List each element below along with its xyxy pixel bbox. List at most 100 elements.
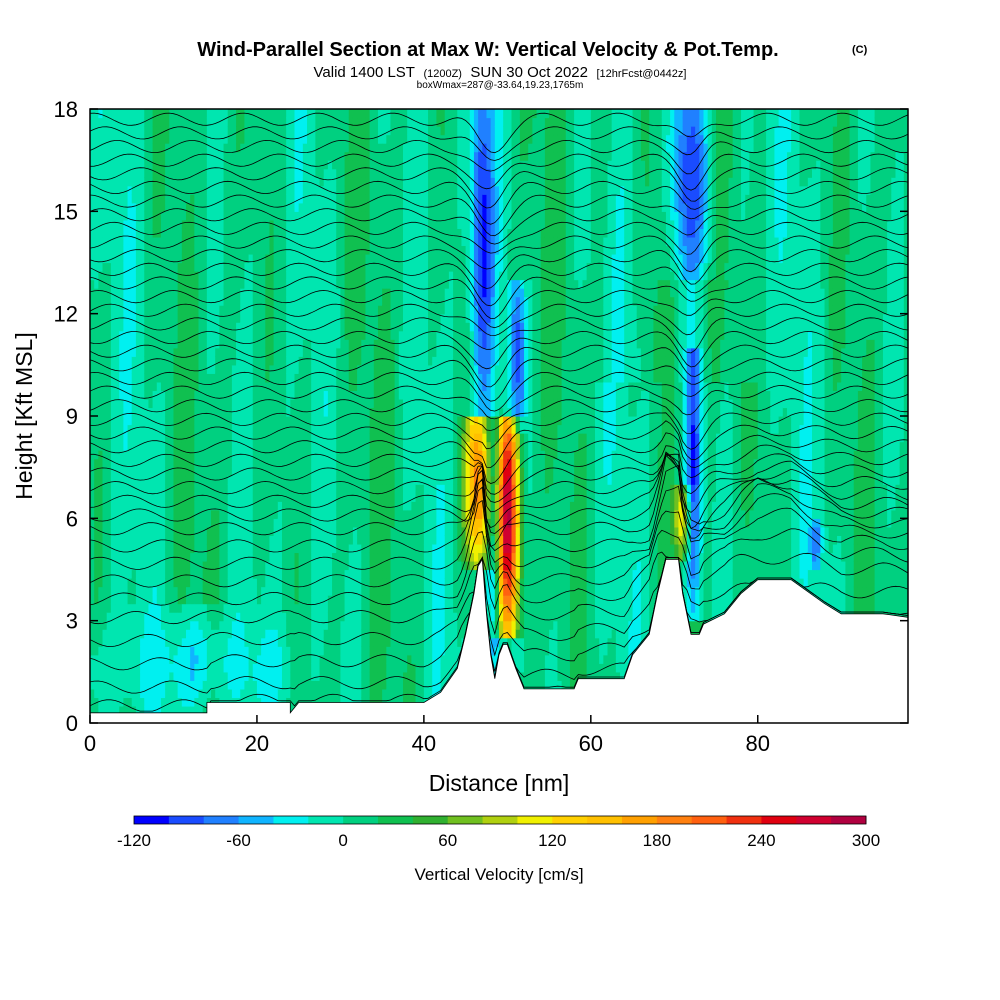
field-cell xyxy=(319,603,325,613)
field-cell xyxy=(244,202,250,212)
field-cell xyxy=(281,143,287,153)
field-cell xyxy=(98,364,104,374)
field-cell xyxy=(102,705,108,716)
field-cell xyxy=(361,271,367,281)
field-cell xyxy=(190,441,195,451)
field-cell xyxy=(177,543,183,554)
field-cell xyxy=(148,458,154,468)
field-cell xyxy=(336,126,341,136)
field-cell xyxy=(110,629,116,639)
field-cell xyxy=(169,475,175,485)
field-cell xyxy=(265,620,271,630)
field-cell xyxy=(227,185,233,195)
field-cell xyxy=(340,177,346,187)
field-cell xyxy=(156,347,162,357)
field-cell xyxy=(307,578,312,588)
field-cell xyxy=(352,245,358,255)
field-cell xyxy=(307,194,312,204)
field-cell xyxy=(219,697,225,707)
field-cell xyxy=(294,552,300,562)
field-cell xyxy=(169,526,175,536)
field-cell xyxy=(181,458,187,468)
field-cell xyxy=(148,271,154,281)
field-cell xyxy=(315,424,321,434)
field-cell xyxy=(173,398,179,409)
field-cell xyxy=(231,595,237,605)
field-cell xyxy=(94,330,99,340)
field-cell xyxy=(315,330,321,340)
field-cell xyxy=(144,620,150,630)
field-cell xyxy=(231,339,237,349)
field-cell xyxy=(352,117,358,127)
field-cell xyxy=(106,484,112,494)
field-cell xyxy=(144,646,150,656)
field-cell xyxy=(348,390,354,400)
field-cell xyxy=(281,185,287,195)
field-cell xyxy=(135,185,141,195)
field-cell xyxy=(94,185,99,195)
field-cell xyxy=(106,168,112,178)
field-cell xyxy=(144,467,150,477)
field-cell xyxy=(194,288,200,298)
field-cell xyxy=(311,168,316,178)
field-cell xyxy=(90,484,95,494)
field-cell xyxy=(281,202,287,212)
field-cell xyxy=(244,253,250,264)
field-cell xyxy=(206,407,212,417)
field-cell xyxy=(302,330,308,340)
field-cell xyxy=(361,526,367,536)
field-cell xyxy=(248,688,254,699)
field-cell xyxy=(273,595,279,605)
field-cell xyxy=(173,262,179,272)
field-cell xyxy=(110,535,116,545)
field-cell xyxy=(194,705,200,716)
field-cell xyxy=(98,424,104,434)
field-cell xyxy=(165,560,170,571)
field-cell xyxy=(294,560,300,571)
field-cell xyxy=(256,424,262,434)
field-cell xyxy=(169,603,175,613)
field-cell xyxy=(332,390,337,400)
field-cell xyxy=(223,535,229,545)
field-cell xyxy=(344,253,350,264)
field-cell xyxy=(307,450,312,460)
field-cell xyxy=(361,177,367,187)
field-cell xyxy=(177,168,183,178)
field-cell xyxy=(261,603,266,613)
field-cell xyxy=(332,364,337,374)
field-cell xyxy=(352,236,358,247)
field-cell xyxy=(152,433,158,443)
field-cell xyxy=(148,612,154,622)
field-cell xyxy=(252,109,258,119)
field-cell xyxy=(265,475,271,485)
field-cell xyxy=(148,211,154,221)
field-cell xyxy=(236,322,241,332)
field-cell xyxy=(332,654,337,664)
field-cell xyxy=(202,578,208,588)
field-cell xyxy=(144,586,150,596)
field-cell xyxy=(327,552,333,562)
field-cell xyxy=(190,398,195,409)
field-cell xyxy=(244,526,250,536)
field-cell xyxy=(240,313,246,323)
field-cell xyxy=(115,151,120,161)
field-cell xyxy=(244,381,250,392)
field-cell xyxy=(265,305,271,315)
field-cell xyxy=(140,398,145,409)
field-cell xyxy=(361,296,367,306)
field-cell xyxy=(115,586,120,596)
field-cell xyxy=(131,126,137,136)
field-cell xyxy=(215,543,220,554)
field-cell xyxy=(311,390,316,400)
field-cell xyxy=(256,518,262,528)
field-cell xyxy=(231,117,237,127)
field-cell xyxy=(277,177,283,187)
field-cell xyxy=(357,560,362,571)
field-cell xyxy=(152,612,158,622)
field-cell xyxy=(261,543,266,554)
field-cell xyxy=(123,236,129,247)
field-cell xyxy=(177,646,183,656)
field-cell xyxy=(352,322,358,332)
field-cell xyxy=(198,236,204,247)
field-cell xyxy=(344,126,350,136)
